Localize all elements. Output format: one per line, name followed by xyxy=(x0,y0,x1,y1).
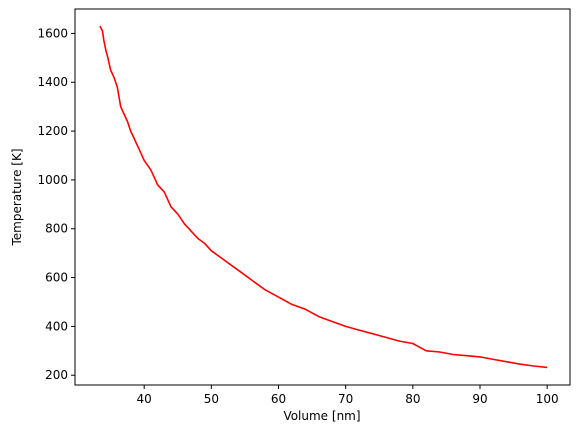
x-axis: 40 50 60 70 80 90 100 xyxy=(137,385,559,406)
x-tick-label: 90 xyxy=(472,392,487,406)
y-tick-label: 1600 xyxy=(37,26,68,40)
x-tick-label: 40 xyxy=(137,392,152,406)
y-tick-label: 1200 xyxy=(37,124,68,138)
y-tick-label: 1400 xyxy=(37,75,68,89)
axes-frame xyxy=(74,8,571,386)
x-tick-label: 80 xyxy=(405,392,420,406)
temperature-series-line xyxy=(99,25,548,369)
y-tick-label: 800 xyxy=(45,222,68,236)
x-tick-label: 70 xyxy=(338,392,353,406)
x-tick-label: 50 xyxy=(204,392,219,406)
plot-area xyxy=(99,25,548,369)
y-axis-label: Temperature [K] xyxy=(10,148,24,246)
x-axis-label: Volume [nm] xyxy=(283,409,360,423)
y-axis: 200 400 600 800 1000 1200 1400 1600 xyxy=(37,26,75,382)
y-tick-label: 400 xyxy=(45,319,68,333)
x-tick-label: 100 xyxy=(536,392,559,406)
y-tick-label: 200 xyxy=(45,368,68,382)
y-tick-label: 1000 xyxy=(37,173,68,187)
x-tick-label: 60 xyxy=(271,392,286,406)
y-tick-label: 600 xyxy=(45,271,68,285)
